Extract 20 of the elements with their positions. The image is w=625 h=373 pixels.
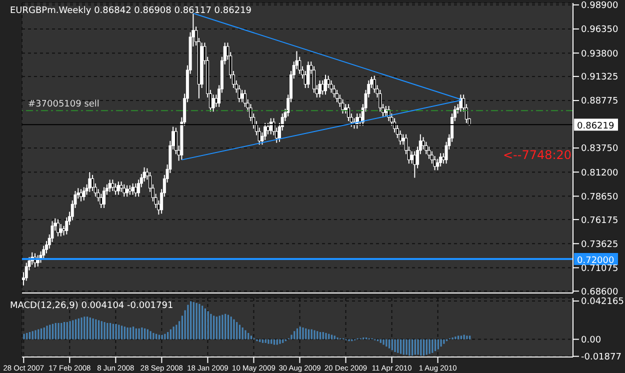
y-tick-label: 0.83750 [581, 144, 618, 154]
y-tick-label: 0.88775 [581, 96, 618, 107]
y-tick-label: -0.01877 [581, 352, 622, 363]
annotation: <--7748:20 [503, 148, 572, 162]
y-tick-label: 0.71075 [581, 264, 618, 274]
y-tick-label: 0.00 [581, 335, 602, 346]
ref-line-label: #37005109 sell [28, 100, 100, 110]
y-tick-label: 0.91325 [581, 72, 618, 83]
y-tick-label: 0.68600 [581, 287, 618, 298]
y-tick-label: 0.73625 [581, 240, 618, 250]
chart-title: EURGBPm.Weekly 0.86842 0.86908 0.86117 0.86219 [10, 6, 252, 16]
chart-title: MACD(12,26,9) 0.004104 -0.001791 [10, 301, 174, 311]
y-tick-label: 0.76175 [581, 216, 618, 226]
y-tick-label: 0.96350 [581, 25, 618, 36]
ref-line-label: 0.86219 [577, 122, 614, 132]
y-tick-label: 0.81200 [581, 168, 618, 178]
y-tick-label: 0.042165 [581, 297, 624, 308]
y-tick-label: 0.78650 [581, 192, 618, 202]
y-tick-label: 0.93800 [581, 49, 618, 60]
y-tick-label: 0.98900 [581, 1, 618, 12]
